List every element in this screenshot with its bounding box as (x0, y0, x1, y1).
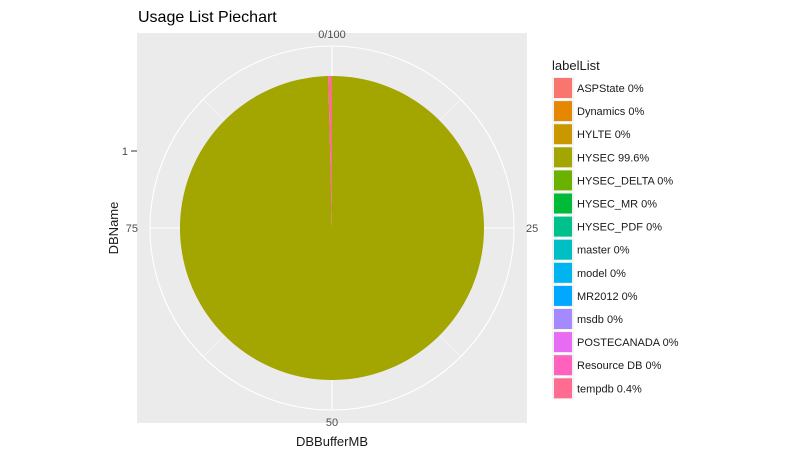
pie-slice (328, 76, 332, 228)
legend-item: HYSEC_DELTA 0% (552, 169, 673, 192)
legend-label: POSTECANADA 0% (577, 337, 679, 349)
legend-key-swatch (554, 332, 572, 353)
legend-item: HYSEC_PDF 0% (552, 215, 662, 238)
legend-label: Dynamics 0% (577, 106, 644, 118)
theta-tick-label: 50 (326, 417, 338, 429)
legend-label: HYSEC_MR 0% (577, 199, 657, 211)
legend-item: master 0% (552, 238, 630, 261)
chart-title: Usage List Piechart (138, 9, 277, 26)
legend-key-swatch (554, 239, 572, 260)
legend-label: HYSEC 99.6% (577, 152, 649, 164)
y-axis-title: DBName (106, 202, 121, 255)
y-tick-label: 1 (122, 146, 128, 158)
legend-label: model 0% (577, 268, 626, 280)
legend-label: ASPState 0% (577, 83, 644, 95)
pie-slice (180, 76, 485, 380)
legend-item: ASPState 0% (552, 77, 644, 99)
legend-label: MR2012 0% (577, 291, 638, 303)
legend-key-swatch (554, 309, 572, 329)
legend-label: HYSEC_DELTA 0% (577, 175, 673, 187)
legend-label: msdb 0% (577, 314, 623, 326)
y-axis: 1 DBName (106, 146, 137, 254)
legend-key-swatch (554, 285, 572, 306)
legend: labelList ASPState 0% Dynamics 0% HYLTE 0%… (552, 58, 679, 400)
plot-panel (137, 33, 527, 423)
legend-key-swatch (554, 262, 572, 283)
legend-item: POSTECANADA 0% (552, 331, 679, 354)
legend-key-swatch (554, 170, 572, 191)
legend-label: tempdb 0.4% (577, 383, 642, 395)
legend-item: HYSEC_MR 0% (552, 192, 657, 215)
pie-slices (180, 76, 485, 380)
legend-item: model 0% (552, 261, 626, 284)
legend-item: msdb 0% (552, 308, 623, 330)
legend-key-swatch (554, 124, 572, 145)
legend-key-swatch (554, 216, 572, 237)
legend-item: MR2012 0% (552, 284, 638, 307)
legend-label: HYLTE 0% (577, 129, 631, 141)
legend-key-swatch (554, 101, 572, 122)
legend-title: labelList (552, 58, 600, 73)
x-axis-title: DBBufferMB (296, 434, 368, 449)
legend-key-swatch (554, 378, 572, 399)
legend-key-swatch (554, 78, 572, 98)
theta-tick-label: 75 (126, 223, 138, 235)
legend-label: Resource DB 0% (577, 360, 662, 372)
legend-key-swatch (554, 193, 572, 214)
theta-tick-label: 25 (526, 223, 538, 235)
legend-label: master 0% (577, 245, 630, 257)
theta-tick-label: 0/100 (318, 29, 346, 41)
legend-item: HYSEC 99.6% (552, 146, 649, 169)
legend-item: Resource DB 0% (552, 354, 662, 377)
legend-item: Dynamics 0% (552, 100, 644, 123)
legend-items: ASPState 0% Dynamics 0% HYLTE 0% HYSEC 99.6… (552, 77, 679, 400)
legend-item: HYLTE 0% (552, 123, 631, 146)
legend-item: tempdb 0.4% (552, 377, 642, 400)
legend-key-swatch (554, 355, 572, 376)
legend-label: HYSEC_PDF 0% (577, 222, 662, 234)
legend-key-swatch (554, 147, 572, 168)
theta-tick-labels: 0/100 25 50 75 (126, 29, 539, 429)
